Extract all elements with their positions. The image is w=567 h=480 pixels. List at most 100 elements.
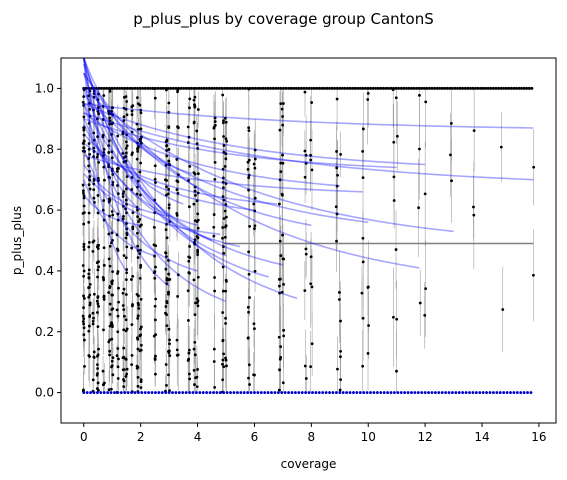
data-point [138, 217, 142, 221]
data-point [252, 322, 256, 326]
data-point [111, 270, 114, 274]
data-point-one [504, 86, 508, 90]
data-point-zero [427, 391, 430, 394]
data-point-one [348, 86, 352, 90]
data-point-one [520, 86, 524, 90]
data-point [339, 319, 342, 323]
data-point [130, 353, 134, 357]
data-point [96, 153, 100, 156]
data-point [532, 165, 536, 169]
x-tick-label: 2 [137, 430, 145, 444]
data-point-one [366, 86, 370, 90]
data-point-one [389, 86, 393, 90]
data-point [136, 185, 139, 189]
data-point [472, 129, 476, 133]
data-point [253, 157, 257, 161]
fit-curve [83, 63, 298, 300]
data-point [110, 282, 114, 286]
data-point [167, 259, 170, 262]
data-point [164, 251, 167, 255]
data-point-one [514, 86, 518, 90]
data-point [247, 188, 250, 192]
data-point [253, 166, 257, 170]
data-point [111, 183, 115, 187]
data-point [88, 187, 92, 191]
data-point-zero [191, 391, 195, 394]
data-point [116, 134, 120, 138]
data-point-one [525, 86, 529, 90]
data-point [125, 233, 129, 237]
data-point [107, 112, 111, 116]
data-point-one [123, 86, 127, 90]
data-point [92, 292, 96, 296]
data-point-one [207, 86, 211, 90]
data-point [125, 100, 129, 103]
data-point [187, 259, 191, 263]
data-point-one [194, 86, 198, 90]
data-point [124, 140, 128, 144]
fit-curve [83, 72, 184, 205]
data-point-one [264, 86, 268, 90]
data-point [164, 163, 168, 167]
data-point [92, 355, 96, 359]
data-point [87, 329, 91, 333]
data-point [139, 161, 143, 165]
data-point [165, 222, 168, 226]
x-tick-label: 6 [251, 430, 259, 444]
data-point [395, 317, 399, 321]
data-point-one [499, 86, 503, 90]
data-point [337, 291, 341, 294]
data-point [111, 293, 114, 297]
data-point-one [136, 86, 140, 90]
data-point-zero [454, 391, 458, 394]
data-point-one [302, 86, 306, 90]
data-point [87, 164, 91, 168]
data-point [222, 217, 226, 220]
data-point [87, 245, 91, 249]
data-point [96, 109, 100, 113]
data-point-zero [509, 391, 512, 394]
data-point-one [312, 86, 316, 90]
data-point [153, 318, 157, 322]
data-point-zero [249, 391, 253, 394]
data-point [253, 196, 257, 200]
data-point-one [471, 86, 475, 90]
data-point-one [448, 86, 452, 90]
data-point-zero [437, 391, 441, 394]
data-point [135, 192, 139, 196]
data-point [418, 301, 422, 305]
data-point-zero [133, 391, 137, 394]
data-point-zero [102, 391, 106, 394]
y-tick-label: 0.2 [35, 325, 54, 339]
data-point [224, 203, 228, 206]
data-point [194, 193, 197, 197]
data-point-one [433, 86, 437, 90]
data-point [304, 153, 308, 157]
data-point-one [228, 86, 232, 90]
data-point [282, 282, 285, 286]
data-point [125, 222, 128, 225]
data-point [81, 183, 85, 187]
data-point [108, 353, 112, 357]
data-point [281, 193, 284, 197]
data-point [122, 379, 126, 383]
data-point-one [269, 86, 273, 90]
data-point [91, 249, 95, 253]
data-point-one [115, 86, 119, 90]
data-point [472, 205, 475, 209]
data-point [212, 125, 216, 129]
fit-curve [83, 58, 213, 242]
data-point [167, 159, 171, 163]
data-point [278, 178, 282, 182]
data-point [117, 357, 120, 361]
data-point [117, 286, 120, 290]
data-point [304, 377, 308, 380]
data-point-one [399, 86, 403, 90]
data-point [82, 294, 85, 298]
data-point [175, 188, 179, 192]
data-point [418, 147, 421, 151]
data-point [136, 141, 139, 145]
data-point [279, 102, 283, 106]
data-point [213, 160, 217, 164]
data-point [108, 338, 112, 342]
